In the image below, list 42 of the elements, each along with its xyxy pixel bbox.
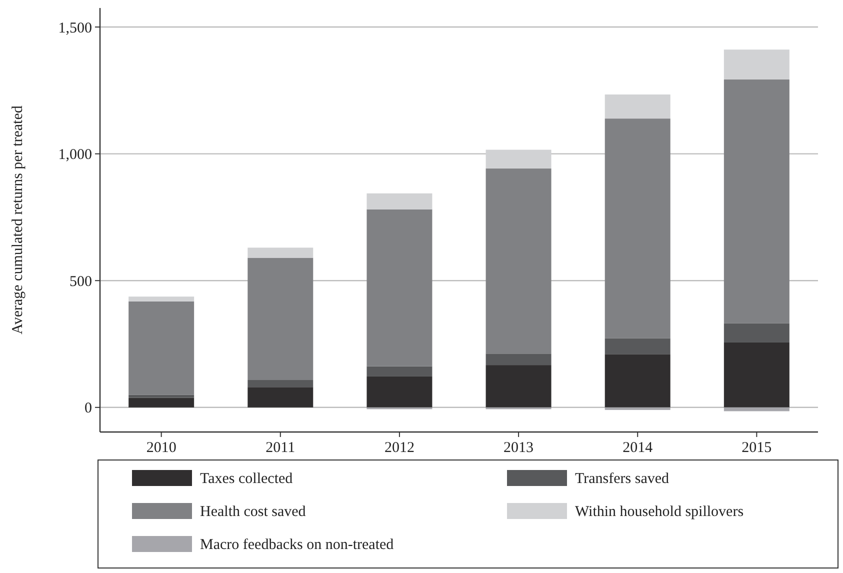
x-tick-label: 2010 bbox=[146, 440, 176, 456]
bar bbox=[248, 380, 314, 388]
legend-label: Macro feedbacks on non-treated bbox=[200, 537, 394, 553]
bar bbox=[248, 258, 314, 380]
bar bbox=[248, 248, 314, 258]
bar bbox=[366, 366, 432, 376]
bar bbox=[724, 80, 790, 324]
bar bbox=[604, 407, 670, 410]
bar bbox=[724, 407, 790, 412]
x-tick-label: 2014 bbox=[622, 440, 654, 456]
bar bbox=[366, 376, 432, 408]
bar bbox=[486, 150, 552, 169]
x-tick-label: 2012 bbox=[384, 440, 414, 456]
bar bbox=[128, 394, 194, 398]
y-axis-title: Average cumulated returns per treated bbox=[10, 105, 26, 334]
x-tick-label: 2015 bbox=[742, 440, 772, 456]
legend-label: Transfers saved bbox=[575, 471, 670, 487]
bar bbox=[604, 94, 670, 119]
bar bbox=[366, 209, 432, 366]
bar bbox=[248, 387, 314, 408]
bar bbox=[724, 50, 790, 80]
legend-label: Within household spillovers bbox=[575, 504, 744, 520]
bar bbox=[486, 354, 552, 366]
bar bbox=[486, 365, 552, 408]
bar bbox=[604, 338, 670, 354]
bar bbox=[486, 168, 552, 354]
bar bbox=[604, 118, 670, 338]
bar bbox=[128, 296, 194, 302]
y-tick-label: 1,500 bbox=[58, 20, 92, 36]
bar bbox=[128, 398, 194, 408]
x-tick-label: 2013 bbox=[504, 440, 534, 456]
bar bbox=[724, 323, 790, 342]
bar bbox=[128, 301, 194, 395]
legend-label: Taxes collected bbox=[200, 471, 294, 487]
bar bbox=[604, 354, 670, 408]
legend-label: Health cost saved bbox=[200, 504, 306, 520]
bar bbox=[366, 193, 432, 210]
y-tick-label: 0 bbox=[84, 400, 92, 417]
bar bbox=[724, 342, 790, 408]
x-tick-label: 2011 bbox=[266, 440, 296, 456]
y-tick-label: 1,000 bbox=[58, 147, 92, 164]
y-tick-label: 500 bbox=[70, 274, 92, 290]
